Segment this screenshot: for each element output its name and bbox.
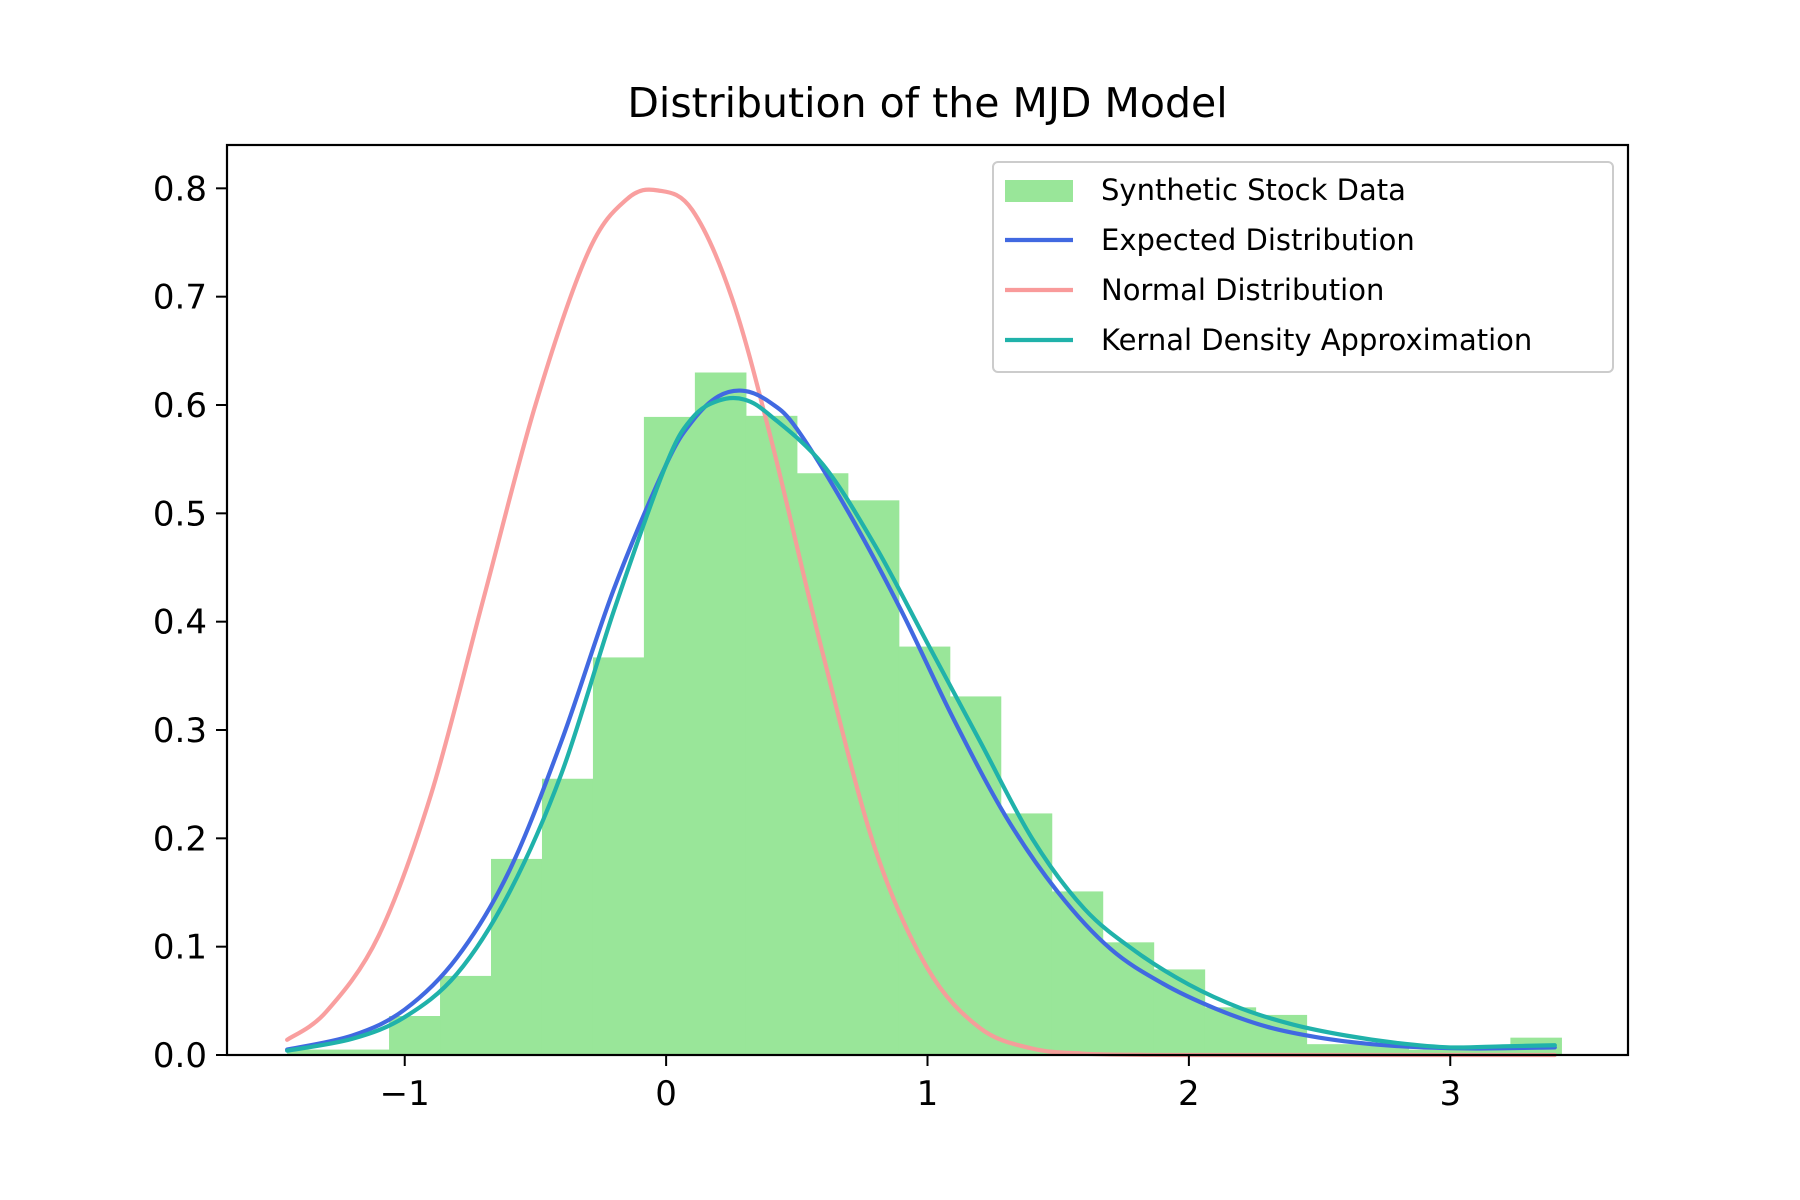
histogram-bar — [541, 778, 594, 1055]
expected-distribution-line — [285, 388, 1557, 1052]
x-tick-label: 1 — [917, 1074, 939, 1114]
histogram-bar — [1408, 1049, 1461, 1055]
y-tick-label: 0.3 — [153, 711, 207, 751]
histogram-bar — [949, 696, 1002, 1055]
x-tick-label: 2 — [1178, 1074, 1200, 1114]
legend: Synthetic Stock Data Expected Distributio… — [992, 161, 1614, 373]
y-axis-ticks: 0.0 0.1 0.2 0.3 0.4 0.5 0.6 0.7 0.8 — [153, 169, 227, 1076]
x-tick-label: 3 — [1439, 1074, 1461, 1114]
histogram-bars — [287, 372, 1562, 1056]
legend-box — [992, 161, 1614, 373]
histogram-bar — [338, 1049, 390, 1055]
y-tick-label: 0.5 — [153, 494, 207, 534]
histogram-bar — [592, 657, 645, 1055]
histogram-bar — [1306, 1044, 1359, 1055]
y-tick-label: 0.8 — [153, 169, 207, 209]
histogram-bar — [1459, 1049, 1511, 1055]
y-tick-label: 0.6 — [153, 386, 207, 426]
legend-label: Expected Distribution — [1101, 223, 1415, 257]
histogram-bar — [1357, 1044, 1410, 1055]
y-tick-label: 0.4 — [153, 603, 207, 643]
histogram-bar — [440, 975, 492, 1055]
histogram-bar — [287, 1049, 339, 1055]
x-axis-ticks: −1 0 1 2 3 — [380, 1055, 1461, 1114]
histogram-bar — [643, 416, 696, 1056]
legend-label: Normal Distribution — [1101, 273, 1384, 307]
histogram-bar — [745, 415, 798, 1055]
legend-swatch — [1005, 180, 1073, 202]
x-tick-label: 0 — [655, 1074, 677, 1114]
kde-line — [285, 395, 1557, 1053]
x-tick-label: −1 — [380, 1074, 430, 1114]
chart-title: Distribution of the MJD Model — [627, 79, 1227, 127]
y-tick-label: 0.7 — [153, 278, 207, 318]
legend-label: Synthetic Stock Data — [1101, 173, 1406, 207]
y-tick-label: 0.2 — [153, 819, 207, 859]
histogram-bar — [796, 473, 849, 1055]
y-tick-label: 0.0 — [153, 1036, 207, 1076]
y-tick-label: 0.1 — [153, 928, 207, 968]
legend-label: Kernal Density Approximation — [1101, 323, 1532, 357]
histogram-bar — [694, 372, 747, 1055]
